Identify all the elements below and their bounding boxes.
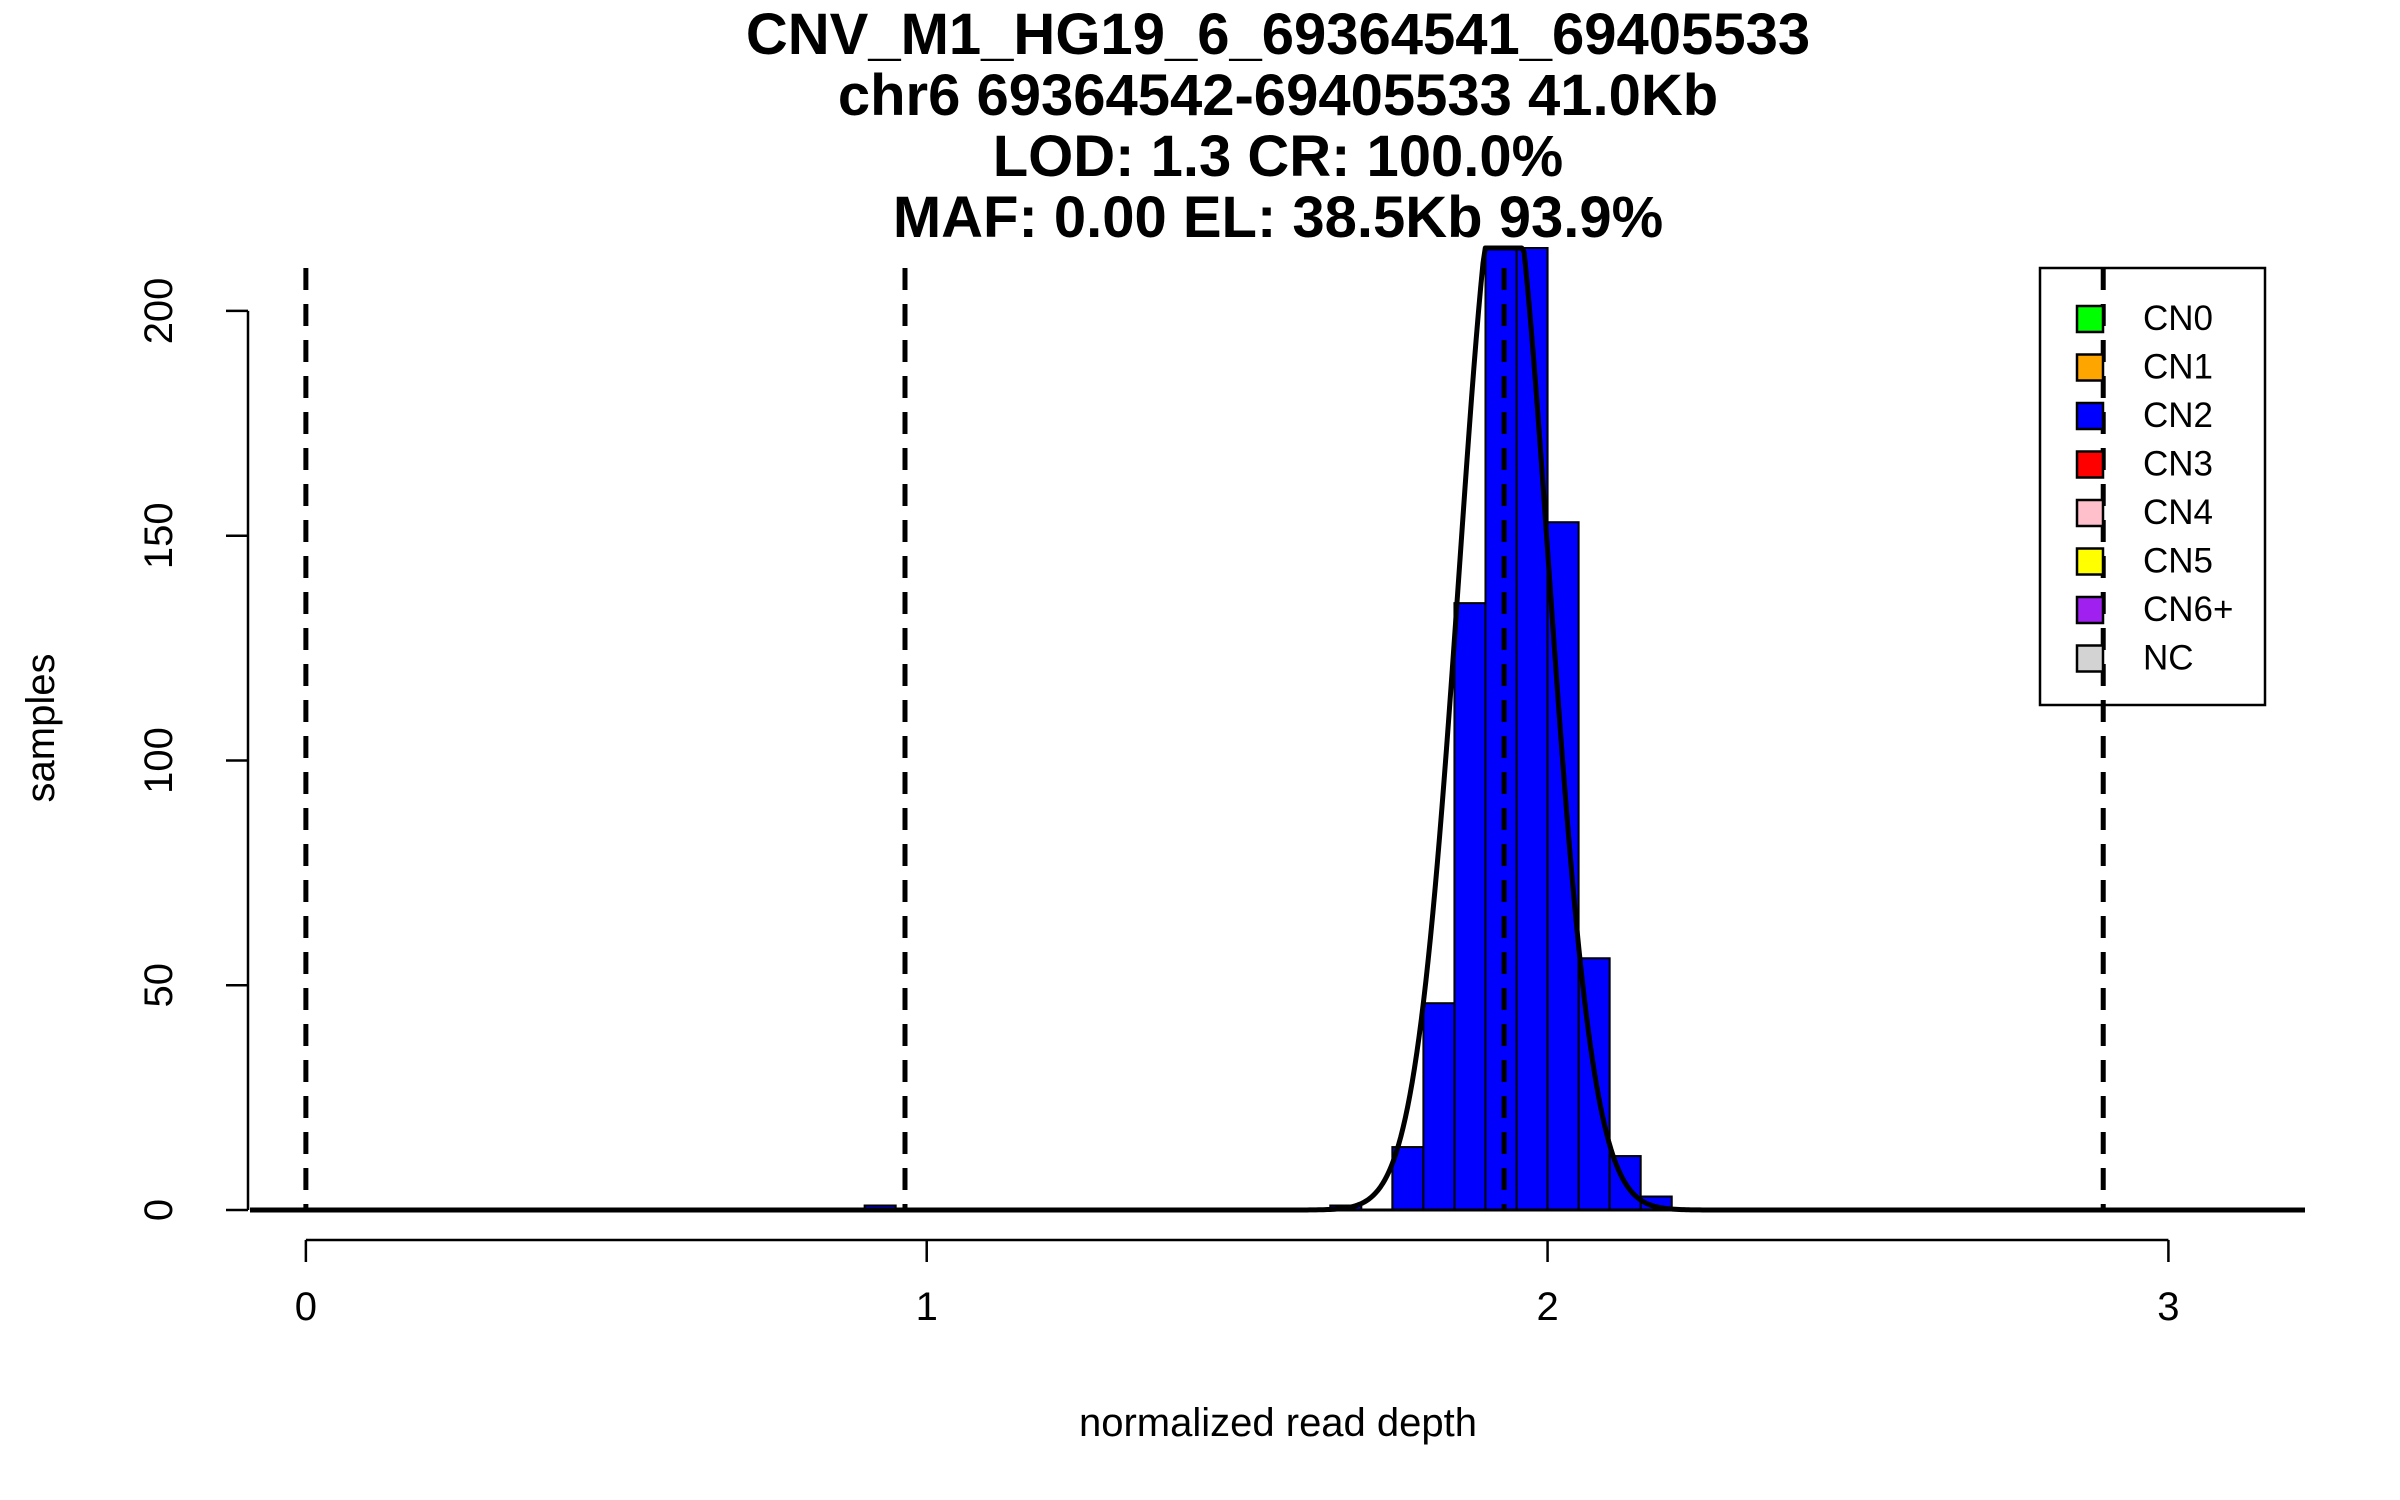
legend: CN0 CN1 CN2 CN3 CN4 CN5 CN6+ NC bbox=[2038, 266, 2267, 707]
chart-title: CNV_M1_HG19_6_69364541_69405533 chr6 693… bbox=[746, 2, 1810, 250]
histogram-bar-13 bbox=[1484, 247, 1518, 1211]
legend-swatch-cn6plus bbox=[2075, 595, 2105, 625]
x-tick-label-0: 0 bbox=[295, 1285, 317, 1329]
legend-swatch-cn0 bbox=[2075, 304, 2105, 334]
y-tick-label-0: 0 bbox=[137, 1199, 181, 1221]
legend-swatch-cn4 bbox=[2075, 498, 2105, 528]
legend-label-cn2: CN2 bbox=[2143, 396, 2213, 435]
legend-label-nc: NC bbox=[2143, 639, 2194, 678]
legend-label-cn6plus: CN6+ bbox=[2143, 590, 2233, 629]
legend-label-cn3: CN3 bbox=[2143, 445, 2213, 484]
y-tick-label-4: 200 bbox=[137, 278, 181, 345]
axes: 0 1 2 3 0 50 100 150 200 bbox=[137, 278, 2295, 1329]
y-tick-label-2: 100 bbox=[137, 727, 181, 794]
title-line-4: MAF: 0.00 EL: 38.5Kb 93.9% bbox=[893, 185, 1663, 250]
y-tick-label-3: 150 bbox=[137, 502, 181, 569]
legend-swatch-cn2 bbox=[2075, 401, 2105, 431]
density-curve bbox=[249, 245, 2306, 1213]
legend-swatch-cn1 bbox=[2075, 353, 2105, 382]
histogram-bar-11 bbox=[1422, 1002, 1456, 1212]
density-curve-line bbox=[249, 245, 2306, 1213]
title-line-2: chr6 69364542-69405533 41.0Kb bbox=[838, 63, 1718, 128]
legend-label-cn5: CN5 bbox=[2143, 542, 2213, 581]
legend-label-cn0: CN0 bbox=[2143, 299, 2213, 338]
y-axis-label: samples bbox=[19, 654, 63, 803]
x-tick-label-3: 3 bbox=[2157, 1285, 2179, 1329]
title-line-3: LOD: 1.3 CR: 100.0% bbox=[993, 124, 1564, 189]
x-tick-label-1: 1 bbox=[916, 1285, 938, 1329]
legend-swatch-nc bbox=[2075, 644, 2105, 673]
x-tick-label-2: 2 bbox=[1536, 1285, 1558, 1329]
histogram-bar-14 bbox=[1515, 247, 1549, 1211]
copy-number-reference-lines bbox=[303, 268, 2106, 1210]
title-line-1: CNV_M1_HG19_6_69364541_69405533 bbox=[746, 2, 1810, 67]
legend-label-cn1: CN1 bbox=[2143, 348, 2213, 387]
x-axis-label: normalized read depth bbox=[1079, 1401, 1477, 1445]
histogram-bars bbox=[273, 247, 2232, 1212]
y-tick-label-1: 50 bbox=[137, 963, 181, 1008]
legend-swatch-cn3 bbox=[2075, 450, 2105, 479]
legend-label-cn4: CN4 bbox=[2143, 493, 2213, 532]
legend-swatch-cn5 bbox=[2075, 547, 2105, 576]
histogram-bar-12 bbox=[1453, 602, 1487, 1211]
legend-box bbox=[2038, 266, 2267, 707]
